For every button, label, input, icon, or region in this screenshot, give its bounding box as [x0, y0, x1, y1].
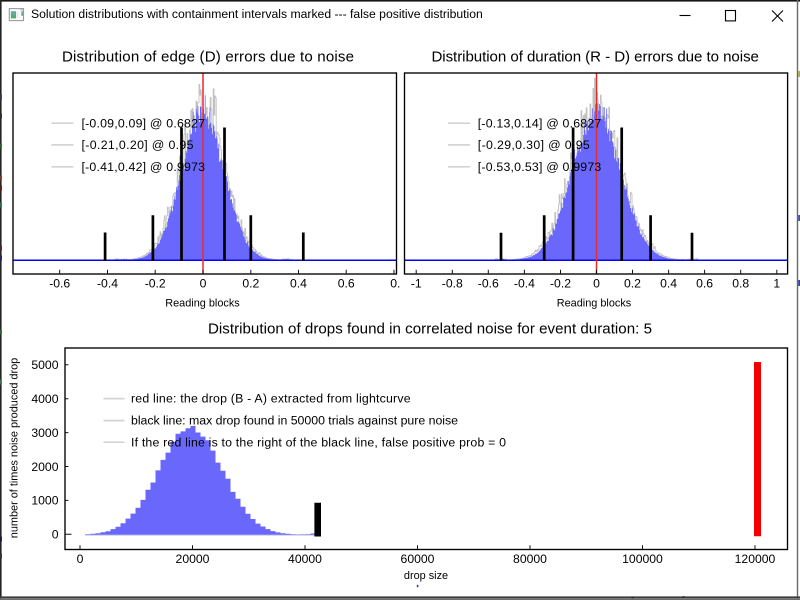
- svg-text:Reading blocks: Reading blocks: [557, 298, 632, 310]
- svg-text:100000: 100000: [622, 552, 663, 566]
- svg-text:0.: 0.: [390, 277, 400, 291]
- svg-text:Reading blocks: Reading blocks: [165, 298, 240, 310]
- svg-text:120000: 120000: [735, 552, 776, 566]
- svg-text:[-0.21,0.20] @ 0.95: [-0.21,0.20] @ 0.95: [82, 138, 194, 152]
- svg-text:[-0.53,0.53] @ 0.9973: [-0.53,0.53] @ 0.9973: [478, 160, 602, 174]
- svg-text:black line: max drop found in: black line: max drop found in 50000 tria…: [131, 414, 458, 428]
- svg-text:0.4: 0.4: [290, 277, 307, 291]
- svg-text:60000: 60000: [401, 552, 435, 566]
- svg-text:3000: 3000: [31, 426, 58, 440]
- svg-text:20000: 20000: [176, 552, 210, 566]
- svg-text:0.6: 0.6: [338, 277, 355, 291]
- svg-text:-0.4: -0.4: [514, 277, 535, 291]
- svg-text:If the red line is to the righ: If the red line is to the right of the b…: [131, 435, 506, 449]
- svg-text:0.4: 0.4: [660, 277, 677, 291]
- svg-text:0.8: 0.8: [732, 277, 749, 291]
- svg-text:Distribution of drops found in: Distribution of drops found in correlate…: [208, 321, 652, 338]
- svg-text:-0.6: -0.6: [478, 277, 499, 291]
- svg-text:1: 1: [773, 277, 780, 291]
- svg-text:0.2: 0.2: [242, 277, 259, 291]
- svg-text:-0.6: -0.6: [49, 277, 70, 291]
- svg-text:-0.2: -0.2: [145, 277, 166, 291]
- svg-text:0.6: 0.6: [696, 277, 713, 291]
- svg-text:5000: 5000: [31, 358, 58, 372]
- svg-text:0: 0: [593, 277, 600, 291]
- svg-text:[-0.09,0.09] @ 0.6827: [-0.09,0.09] @ 0.6827: [82, 116, 206, 130]
- svg-text:[-0.29,0.30] @ 0.95: [-0.29,0.30] @ 0.95: [478, 138, 590, 152]
- svg-text:40000: 40000: [288, 552, 322, 566]
- svg-text:0: 0: [52, 528, 59, 542]
- svg-text:1000: 1000: [31, 494, 58, 508]
- svg-text:red line: the drop (B - A) ext: red line: the drop (B - A) extracted fro…: [131, 392, 411, 406]
- svg-text:drop size: drop size: [404, 570, 448, 582]
- svg-text:80000: 80000: [513, 552, 547, 566]
- svg-text:[-0.41,0.42] @ 0.9973: [-0.41,0.42] @ 0.9973: [82, 160, 206, 174]
- svg-text:-1: -1: [411, 277, 422, 291]
- svg-text:0.2: 0.2: [624, 277, 641, 291]
- svg-text:0: 0: [200, 277, 207, 291]
- svg-text:Solution distributions with co: Solution distributions with containment …: [31, 7, 483, 21]
- svg-text:number of times noise produced: number of times noise produced drop: [9, 358, 21, 538]
- svg-text:[-0.13,0.14] @ 0.6827: [-0.13,0.14] @ 0.6827: [478, 116, 602, 130]
- svg-text:Distribution of edge (D) error: Distribution of edge (D) errors due to n…: [62, 48, 354, 65]
- svg-text:-0.2: -0.2: [550, 277, 571, 291]
- svg-text:4000: 4000: [31, 392, 58, 406]
- svg-text:Distribution of duration (R -: Distribution of duration (R - D) errors …: [431, 48, 759, 65]
- svg-text:-0.4: -0.4: [97, 277, 118, 291]
- svg-text:0: 0: [77, 552, 84, 566]
- svg-text:2000: 2000: [31, 460, 58, 474]
- svg-text:-0.8: -0.8: [442, 277, 463, 291]
